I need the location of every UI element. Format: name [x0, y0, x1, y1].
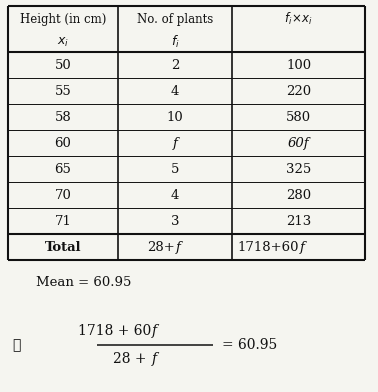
Text: 1718 + 60: 1718 + 60	[78, 324, 151, 338]
Text: 71: 71	[54, 214, 71, 227]
Text: No. of plants: No. of plants	[137, 13, 213, 25]
Text: 10: 10	[167, 111, 183, 123]
Text: Height (in cm): Height (in cm)	[20, 13, 106, 25]
Text: 1718+60: 1718+60	[237, 241, 299, 254]
Text: f: f	[152, 352, 157, 366]
Text: Total: Total	[45, 241, 81, 254]
Text: f: f	[299, 241, 304, 254]
Text: $x_i$: $x_i$	[57, 35, 69, 49]
Text: 60: 60	[54, 136, 71, 149]
Text: 28 +: 28 +	[113, 352, 151, 366]
Text: f: f	[176, 241, 181, 254]
Text: 3: 3	[171, 214, 179, 227]
Text: 580: 580	[286, 111, 311, 123]
Text: 100: 100	[286, 58, 311, 71]
Text: ∴: ∴	[12, 338, 20, 352]
Text: 4: 4	[171, 189, 179, 201]
Text: 70: 70	[54, 189, 71, 201]
Text: Mean = 60.95: Mean = 60.95	[36, 276, 132, 290]
Text: 55: 55	[55, 85, 71, 98]
Text: 28+: 28+	[147, 241, 175, 254]
Text: = 60.95: = 60.95	[222, 338, 277, 352]
Text: f: f	[152, 324, 157, 338]
Text: 280: 280	[286, 189, 311, 201]
Text: 2: 2	[171, 58, 179, 71]
Text: 60f: 60f	[288, 136, 309, 149]
Text: 58: 58	[55, 111, 71, 123]
Text: f: f	[173, 136, 177, 149]
Text: 325: 325	[286, 163, 311, 176]
Text: 213: 213	[286, 214, 311, 227]
Text: 220: 220	[286, 85, 311, 98]
Text: 50: 50	[55, 58, 71, 71]
Text: 4: 4	[171, 85, 179, 98]
Text: $f_i\!\times\! x_i$: $f_i\!\times\! x_i$	[284, 11, 313, 27]
Text: $f_i$: $f_i$	[170, 34, 180, 50]
Text: 5: 5	[171, 163, 179, 176]
Text: 65: 65	[54, 163, 71, 176]
